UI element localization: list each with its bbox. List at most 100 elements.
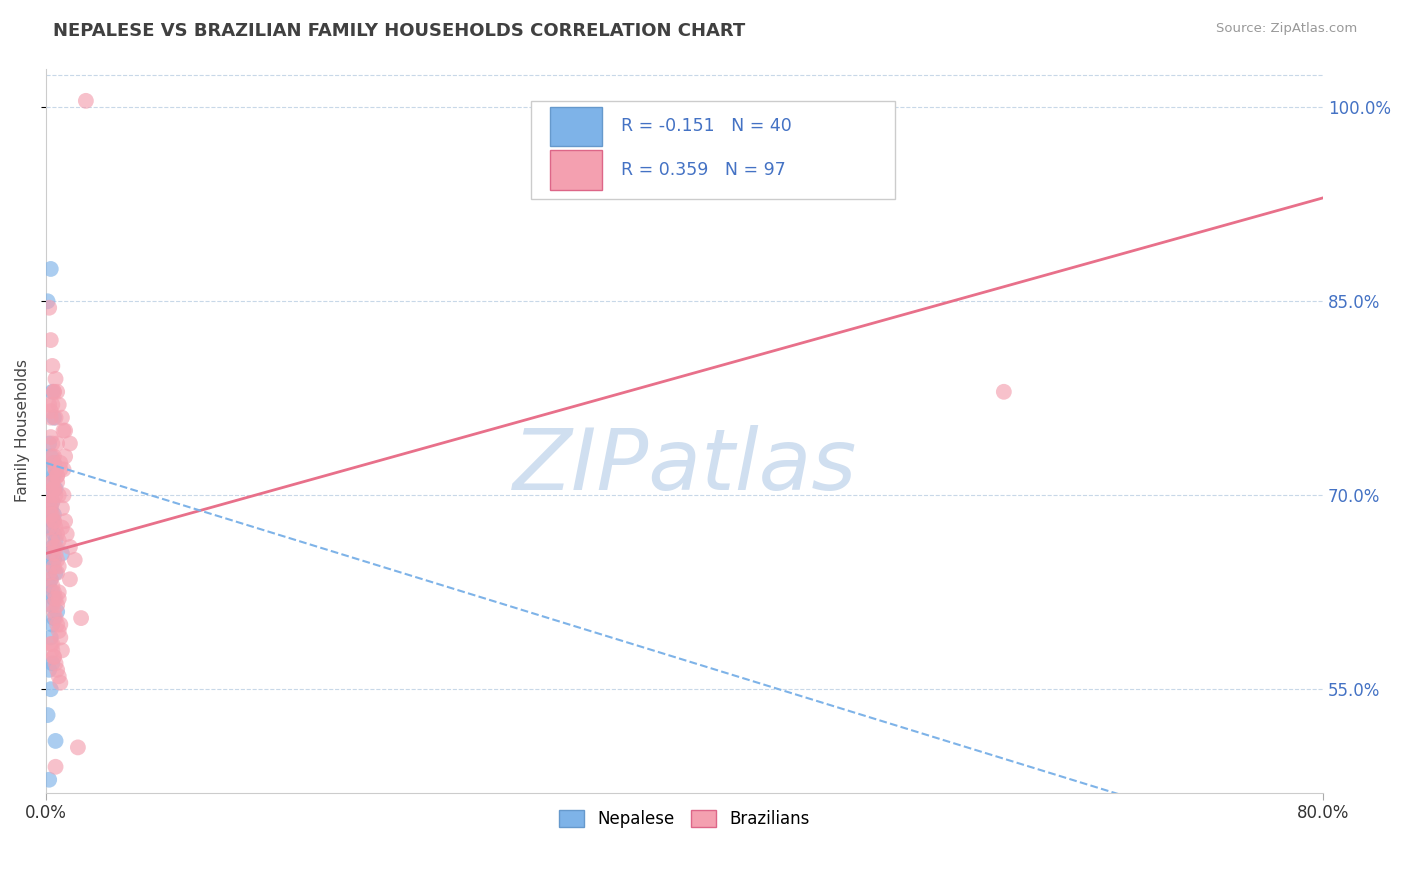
Point [38,301,60,315]
Point [41,585,63,599]
FancyBboxPatch shape [551,106,602,146]
Point [41,398,63,412]
Point [48,559,70,574]
Point [45,462,67,476]
Point [42,591,65,606]
Point [41,475,63,490]
Point [48,533,70,548]
Point [39,450,62,464]
Point [41,643,63,657]
Point [39,501,62,516]
Point [41,546,63,560]
Point [42,514,65,528]
Point [41,657,63,671]
Point [37,294,59,309]
Point [48,585,70,599]
Point [46,468,69,483]
Point [48,591,70,606]
Point [45,372,67,386]
Y-axis label: Family Households: Family Households [15,359,30,502]
Point [41,494,63,508]
Point [993,384,1015,399]
Point [41,514,63,528]
Point [51,643,73,657]
Text: NEPALESE VS BRAZILIAN FAMILY HOUSEHOLDS CORRELATION CHART: NEPALESE VS BRAZILIAN FAMILY HOUSEHOLDS … [53,22,745,40]
Point [46,617,69,632]
Point [45,566,67,580]
Point [48,398,70,412]
Point [42,482,65,496]
Point [41,617,63,632]
Point [42,649,65,664]
Point [45,760,67,774]
Point [39,533,62,548]
Point [45,533,67,548]
Point [52,488,75,502]
Point [39,262,62,277]
Point [38,398,60,412]
Point [41,475,63,490]
Point [49,617,72,632]
Point [39,410,62,425]
Point [48,488,70,502]
Point [42,559,65,574]
Point [52,424,75,438]
Point [39,501,62,516]
Point [49,462,72,476]
Point [38,436,60,450]
Point [41,384,63,399]
Point [38,772,60,787]
Point [49,675,72,690]
Point [38,520,60,534]
Point [39,520,62,534]
Point [53,450,76,464]
Point [42,514,65,528]
Point [46,527,69,541]
Point [45,520,67,534]
Point [37,708,59,723]
Point [46,475,69,490]
Point [42,585,65,599]
Point [45,488,67,502]
Point [66,740,89,755]
Point [45,611,67,625]
Point [51,546,73,560]
Text: R = -0.151   N = 40: R = -0.151 N = 40 [620,118,792,136]
Point [42,456,65,470]
Point [38,488,60,502]
Point [39,572,62,586]
Point [48,624,70,638]
Point [63,553,86,567]
Point [42,384,65,399]
Point [42,611,65,625]
Point [42,450,65,464]
Point [49,456,72,470]
Point [51,520,73,534]
Point [39,404,62,418]
Point [48,669,70,683]
Point [42,384,65,399]
Point [42,410,65,425]
Point [53,424,76,438]
FancyBboxPatch shape [551,150,602,190]
Point [45,546,67,560]
Point [59,572,82,586]
Point [39,475,62,490]
Point [53,514,76,528]
Point [39,598,62,612]
Point [49,631,72,645]
Point [46,384,69,399]
Point [39,631,62,645]
Point [45,734,67,748]
Point [42,540,65,554]
Point [45,410,67,425]
Point [39,430,62,444]
Point [41,359,63,373]
Point [42,468,65,483]
Point [41,462,63,476]
Text: ZIPatlas: ZIPatlas [512,425,856,508]
Point [45,540,67,554]
Point [46,468,69,483]
Point [46,436,69,450]
Point [39,333,62,347]
